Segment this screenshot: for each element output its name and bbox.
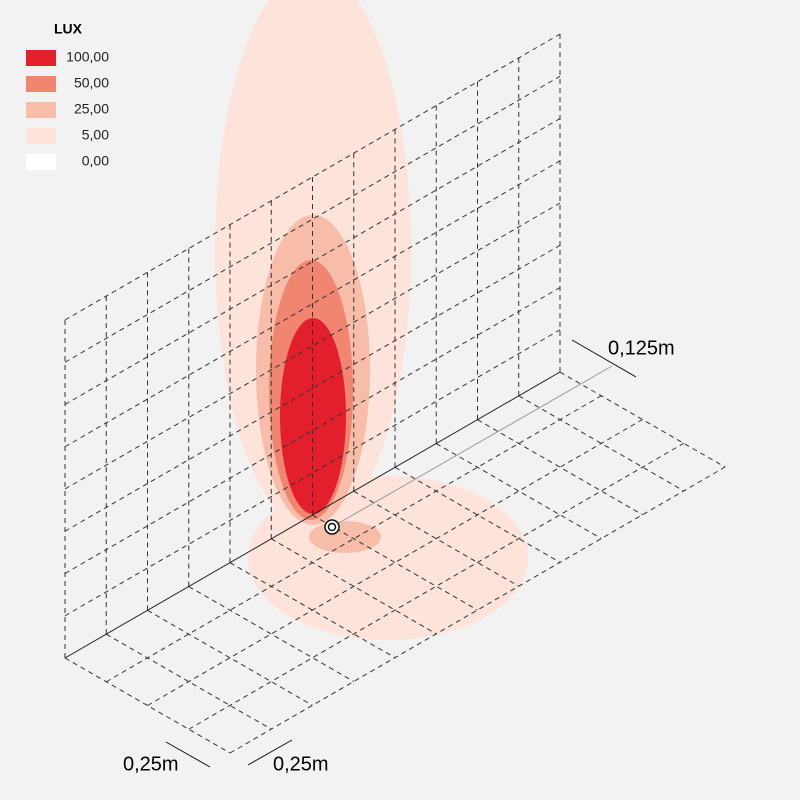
legend-label: 5,00 [82, 127, 109, 143]
legend: 100,00 50,00 25,00 5,00 0,00 [26, 49, 109, 170]
legend-label: 25,00 [74, 101, 109, 117]
grid-line [147, 609, 313, 706]
grid-line [353, 490, 519, 587]
legend-swatch [26, 50, 56, 66]
legend-title: LUX [54, 21, 83, 37]
cell-depth-label: 0,25m [273, 753, 329, 775]
legend-swatch [26, 76, 56, 92]
legend-swatch [26, 154, 56, 170]
grid-line [188, 586, 354, 682]
dimension-marks [165, 339, 637, 768]
grid-line [64, 657, 231, 754]
legend-swatch [26, 128, 56, 144]
legend-label: 100,00 [66, 49, 109, 65]
grid-line [477, 419, 643, 516]
offset-label: 0,125m [608, 337, 675, 359]
grid-line [518, 395, 684, 492]
grid-line [229, 562, 396, 659]
legend-label: 0,00 [82, 153, 109, 169]
grid [64, 33, 726, 754]
grid-line [436, 443, 602, 539]
grid-line [106, 633, 272, 730]
fixture [324, 519, 340, 535]
wall-floor-edge [64, 371, 561, 659]
offset-line [331, 365, 613, 528]
legend-swatch [26, 102, 56, 118]
fixture-core [327, 522, 337, 532]
grid-line [559, 371, 726, 468]
grid-line [312, 514, 478, 611]
grid-line [271, 538, 437, 635]
grid-line [394, 466, 561, 563]
legend-label: 50,00 [74, 75, 109, 91]
cell-width-label: 0,25m [123, 753, 179, 775]
